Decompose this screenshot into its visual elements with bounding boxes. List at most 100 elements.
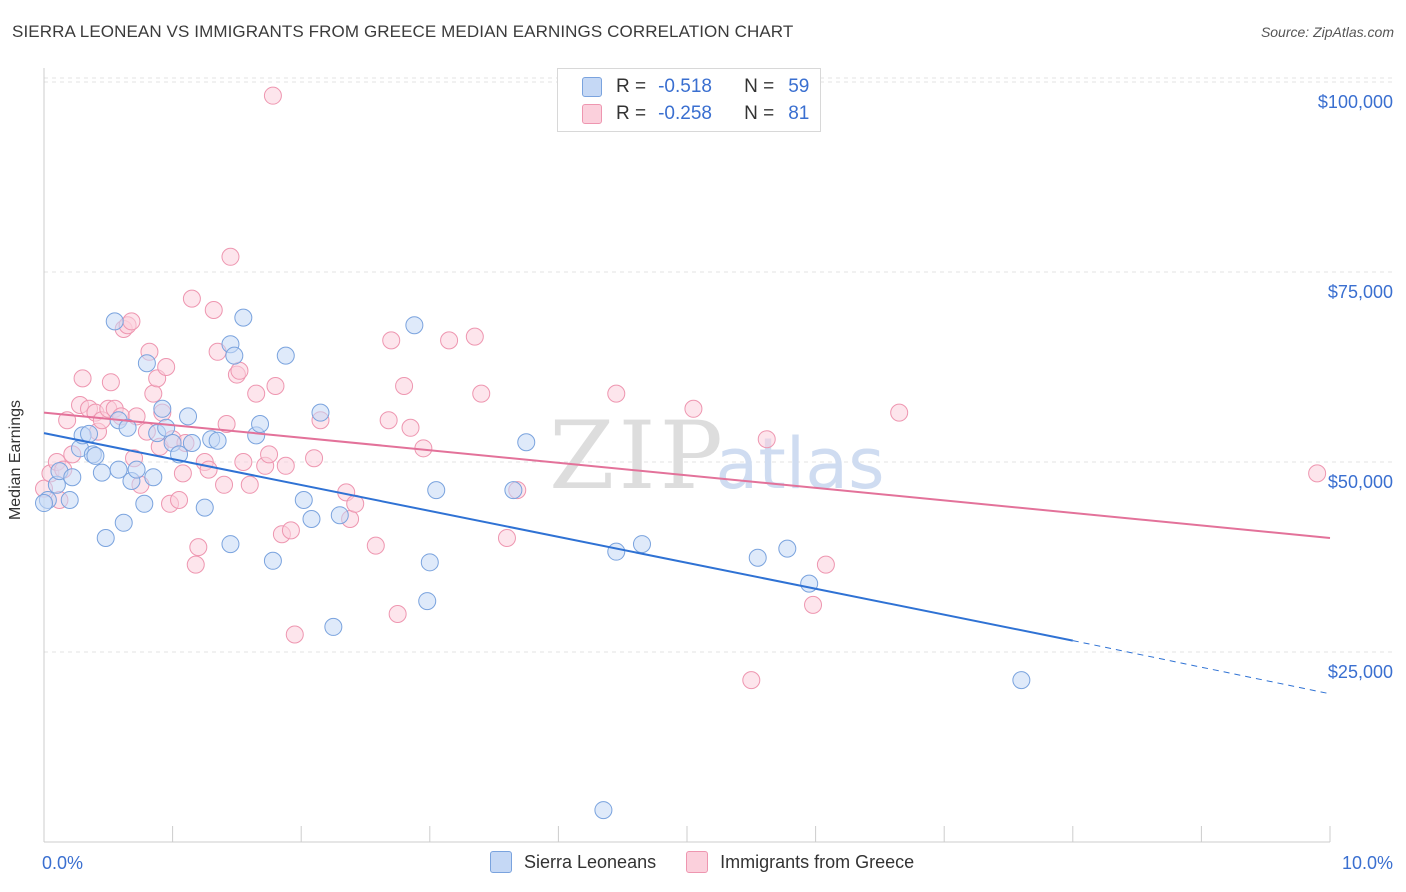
- data-point-greece: [401, 418, 420, 437]
- legend-r-label: R =: [616, 76, 647, 97]
- data-point-sierra-leonean: [276, 346, 295, 365]
- series-legend: Sierra Leoneans Immigrants from Greece: [490, 851, 944, 873]
- data-point-sierra-leonean: [144, 468, 163, 487]
- data-point-greece: [217, 415, 236, 433]
- data-point-sierra-leonean: [263, 551, 282, 570]
- data-point-sierra-leonean: [748, 548, 767, 567]
- legend-row-sierra-leoneans: R = -0.518 N = 59: [582, 75, 809, 99]
- legend-r-label: R =: [616, 103, 647, 124]
- data-point-sierra-leonean: [137, 354, 156, 373]
- data-point-greece: [890, 403, 909, 422]
- data-point-sierra-leonean: [330, 506, 349, 525]
- data-point-sierra-leonean: [778, 539, 797, 558]
- data-point-greece: [607, 384, 626, 403]
- data-point-greece: [240, 475, 259, 494]
- data-point-greece: [157, 358, 176, 376]
- data-point-sierra-leonean: [594, 801, 613, 820]
- y-tick-label: $100,000: [1318, 92, 1393, 112]
- legend-swatch-pink: [686, 851, 709, 873]
- trend-line-sierra-leoneans-extension: [1072, 640, 1331, 695]
- data-point-sierra-leonean: [225, 346, 244, 365]
- data-point-greece: [497, 529, 516, 547]
- data-point-greece: [182, 289, 201, 308]
- data-point-sierra-leonean: [179, 407, 198, 426]
- trend-line-sierra-leoneans: [43, 432, 1073, 642]
- data-point-sierra-leonean: [35, 494, 53, 513]
- y-tick-label: $75,000: [1328, 282, 1393, 302]
- data-point-greece: [73, 369, 92, 388]
- data-point-greece: [742, 671, 761, 690]
- data-point-greece: [804, 595, 823, 614]
- x-tick-label: 0.0%: [42, 853, 83, 873]
- stats-legend: R = -0.518 N = 59 R = -0.258 N = 81: [557, 68, 821, 132]
- legend-label: Immigrants from Greece: [720, 851, 915, 872]
- data-point-greece: [816, 555, 835, 574]
- data-point-sierra-leonean: [1012, 671, 1031, 690]
- data-point-sierra-leonean: [60, 491, 79, 509]
- data-point-greece: [122, 312, 141, 331]
- data-point-sierra-leonean: [92, 463, 111, 482]
- legend-n-value: 59: [788, 76, 810, 97]
- data-point-sierra-leonean: [135, 494, 154, 513]
- y-axis-label: Median Earnings: [7, 399, 24, 521]
- data-point-sierra-leonean: [182, 434, 201, 452]
- watermark-zip: ZIP: [549, 402, 727, 511]
- data-point-greece: [215, 475, 234, 494]
- legend-r-value: -0.518: [658, 76, 712, 97]
- data-point-sierra-leonean: [405, 316, 424, 335]
- data-point-greece: [395, 377, 414, 395]
- data-point-greece: [440, 331, 459, 350]
- data-point-greece: [144, 384, 163, 403]
- chart-title: SIERRA LEONEAN VS IMMIGRANTS FROM GREECE…: [12, 22, 794, 41]
- x-tick-label: 10.0%: [1342, 853, 1393, 873]
- data-point-sierra-leonean: [80, 424, 99, 443]
- data-point-greece: [382, 331, 401, 350]
- legend-n-label: N =: [744, 76, 775, 97]
- legend-n-value: 81: [788, 103, 810, 124]
- data-point-sierra-leonean: [607, 542, 626, 561]
- data-point-sierra-leonean: [109, 460, 128, 479]
- legend-swatch-pink: [582, 104, 602, 124]
- data-point-sierra-leonean: [63, 468, 82, 487]
- data-point-greece: [472, 384, 491, 403]
- legend-label: Sierra Leoneans: [524, 851, 657, 872]
- source-credit: Source: ZipAtlas.com: [1260, 24, 1394, 40]
- legend-r-value: -0.258: [658, 103, 712, 124]
- data-point-greece: [757, 430, 776, 449]
- data-point-greece: [247, 384, 266, 403]
- data-point-greece: [170, 491, 189, 509]
- y-tick-label: $50,000: [1328, 472, 1393, 492]
- data-point-greece: [186, 555, 205, 574]
- data-point-greece: [221, 247, 240, 266]
- data-point-greece: [173, 464, 192, 483]
- data-point-greece: [101, 373, 120, 392]
- data-point-greece: [465, 327, 484, 346]
- data-point-greece: [260, 445, 279, 464]
- data-point-sierra-leonean: [294, 491, 313, 509]
- data-point-greece: [266, 377, 285, 395]
- data-point-greece: [305, 449, 324, 468]
- legend-item-immigrants-from-greece[interactable]: Immigrants from Greece: [686, 851, 914, 873]
- data-point-greece: [230, 361, 249, 380]
- data-point-sierra-leonean: [221, 535, 240, 554]
- trend-line-greece: [43, 411, 1331, 539]
- data-point-sierra-leonean: [504, 481, 523, 500]
- data-point-sierra-leonean: [234, 308, 253, 327]
- data-point-sierra-leonean: [86, 446, 105, 465]
- data-point-sierra-leonean: [311, 403, 330, 422]
- data-point-greece: [276, 456, 295, 475]
- legend-item-sierra-leoneans[interactable]: Sierra Leoneans: [490, 851, 656, 873]
- data-point-sierra-leonean: [118, 418, 137, 437]
- data-point-greece: [285, 625, 304, 644]
- data-point-sierra-leonean: [420, 553, 439, 572]
- y-tick-label: $25,000: [1328, 662, 1393, 682]
- data-point-greece: [366, 536, 385, 555]
- data-point-sierra-leonean: [96, 529, 115, 547]
- data-point-greece: [234, 453, 253, 471]
- data-point-greece: [379, 411, 398, 430]
- data-point-sierra-leonean: [418, 592, 437, 611]
- legend-n-label: N =: [744, 103, 775, 124]
- data-point-greece: [263, 86, 282, 105]
- data-point-sierra-leonean: [324, 617, 343, 636]
